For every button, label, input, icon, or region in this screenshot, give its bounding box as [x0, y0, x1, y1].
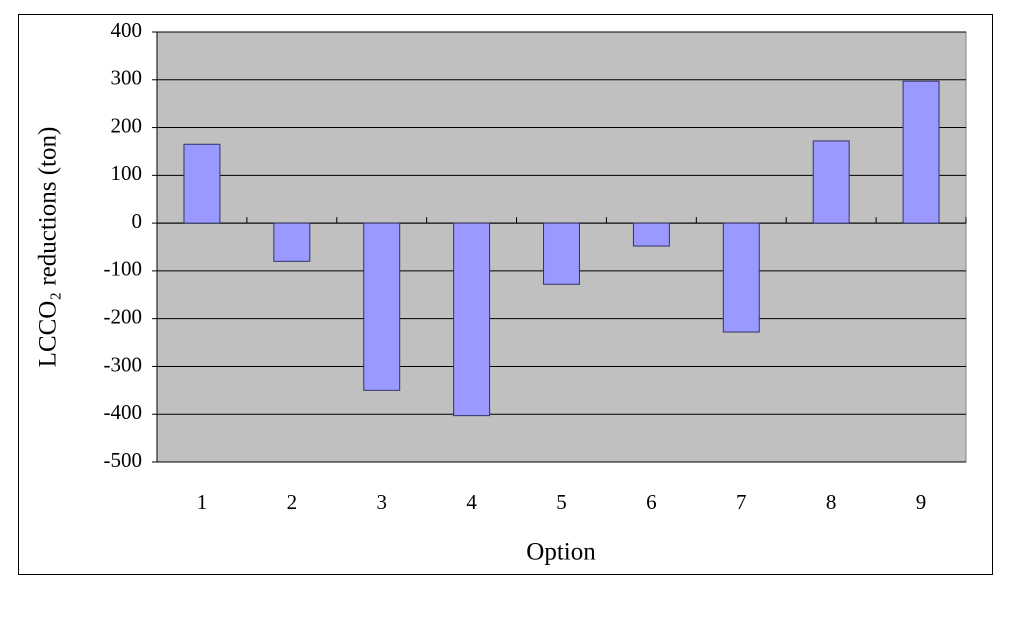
y-axis-label: LCCO₂ reductions (ton) — [35, 127, 62, 368]
bar — [632, 222, 670, 247]
y-tick-label: 400 — [111, 18, 143, 42]
x-tick-label: 7 — [736, 490, 747, 514]
x-tick-label: 4 — [466, 490, 477, 514]
x-axis-label: Option — [526, 539, 596, 566]
y-tick-label: -400 — [104, 400, 143, 424]
bar — [812, 140, 850, 224]
x-tick-label: 2 — [287, 490, 298, 514]
bar — [273, 222, 311, 262]
bar — [183, 143, 221, 224]
x-tick-label: 1 — [197, 490, 208, 514]
bar — [722, 222, 760, 333]
y-tick-label: 100 — [111, 161, 143, 185]
y-tick-label: -100 — [104, 257, 143, 281]
y-tick-label: -500 — [104, 448, 143, 472]
y-tick-label: 200 — [111, 113, 143, 137]
x-tick-label: 5 — [556, 490, 567, 514]
bar — [543, 222, 580, 285]
x-tick-label: 6 — [646, 490, 657, 514]
x-tick-label: 3 — [376, 490, 387, 514]
x-tick-label: 9 — [916, 490, 927, 514]
bar — [902, 80, 940, 224]
y-tick-label: -300 — [104, 352, 143, 376]
y-tick-label: 300 — [111, 66, 143, 90]
y-tick-label: 0 — [132, 209, 143, 233]
y-tick-label: -200 — [104, 304, 143, 328]
bar — [363, 222, 401, 391]
x-tick-label: 8 — [826, 490, 837, 514]
bar — [453, 222, 491, 417]
